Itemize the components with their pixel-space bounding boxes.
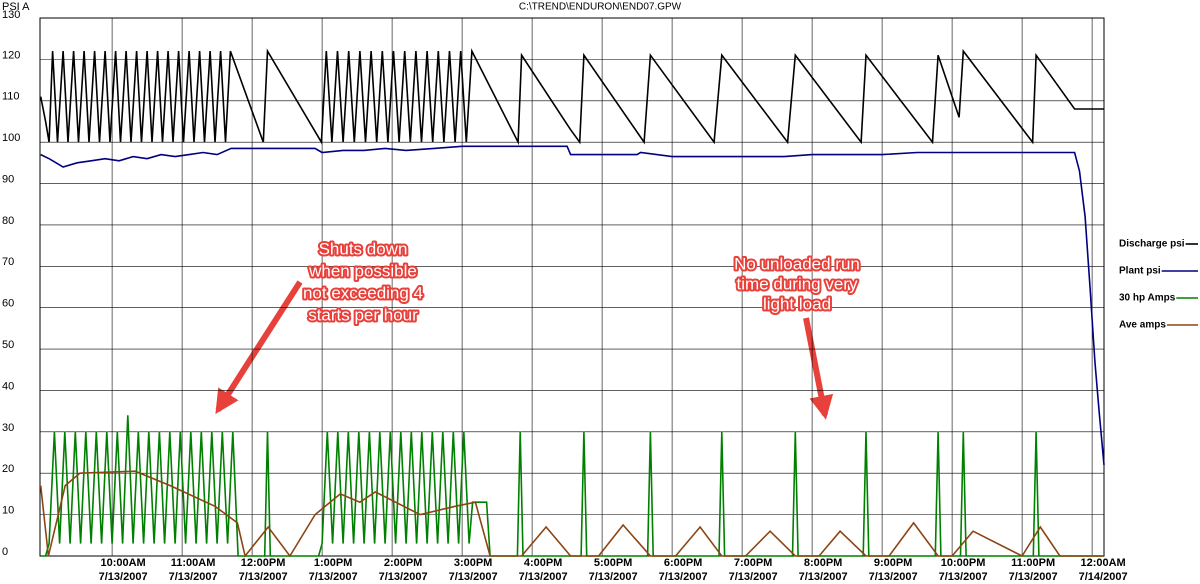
annotation: time during very — [737, 274, 858, 293]
x-tick-date: 7/13/2007 — [519, 571, 568, 583]
y-tick-label: 70 — [2, 256, 14, 268]
x-tick-label: 12:00AM — [1080, 557, 1125, 569]
y-tick-label: 100 — [2, 132, 20, 144]
annotation: light load — [763, 294, 831, 313]
x-tick-date: 7/13/2007 — [659, 571, 708, 583]
legend-label: Ave amps — [1119, 320, 1166, 331]
series-line — [40, 415, 1104, 557]
chart-title: C:\TREND\ENDURON\END07.GPW — [519, 2, 682, 13]
x-tick-label: 6:00PM — [664, 557, 703, 569]
y-tick-label: 110 — [2, 91, 20, 103]
legend-label: Plant psi — [1119, 266, 1161, 277]
y-tick-label: 10 — [2, 505, 14, 517]
arrow — [803, 317, 834, 420]
annotation: No unloaded run — [734, 254, 860, 273]
x-tick-date: 7/13/2007 — [1009, 571, 1058, 583]
y-tick-label: 60 — [2, 298, 14, 310]
x-tick-label: 2:00PM — [384, 557, 423, 569]
x-tick-label: 11:00AM — [171, 557, 216, 569]
x-tick-label: 5:00PM — [594, 557, 633, 569]
annotation: when possible — [308, 261, 417, 280]
annotation: not exceeding 4 — [303, 283, 423, 302]
y-tick-label: 50 — [2, 339, 14, 351]
x-tick-date: 7/13/2007 — [939, 571, 988, 583]
x-tick-label: 1:00PM — [314, 557, 353, 569]
annotation: Shuts down — [319, 239, 408, 258]
y-tick-label: 130 — [2, 9, 20, 21]
annotation: starts per hour — [308, 305, 418, 324]
x-tick-label: 10:00AM — [100, 557, 145, 569]
series-line — [39, 470, 1104, 558]
x-tick-date: 7/13/2007 — [309, 571, 358, 583]
x-tick-date: 7/14/2007 — [1079, 571, 1128, 583]
arrow — [215, 280, 303, 415]
x-tick-date: 7/13/2007 — [99, 571, 148, 583]
x-tick-date: 7/13/2007 — [799, 571, 848, 583]
y-tick-label: 30 — [2, 422, 14, 434]
x-tick-label: 4:00PM — [524, 557, 563, 569]
x-tick-label: 8:00PM — [804, 557, 843, 569]
x-tick-date: 7/13/2007 — [449, 571, 498, 583]
y-axis-label: PSI A — [2, 1, 30, 13]
x-tick-date: 7/13/2007 — [589, 571, 638, 583]
series-line — [40, 145, 1105, 466]
x-tick-label: 10:00PM — [941, 557, 986, 569]
y-tick-label: 120 — [2, 49, 20, 61]
y-tick-label: 40 — [2, 380, 14, 392]
x-tick-date: 7/13/2007 — [729, 571, 778, 583]
x-tick-label: 3:00PM — [454, 557, 493, 569]
x-tick-date: 7/13/2007 — [239, 571, 288, 583]
x-tick-date: 7/13/2007 — [379, 571, 428, 583]
x-tick-label: 12:00PM — [241, 557, 286, 569]
series-line — [39, 48, 1104, 146]
y-tick-label: 90 — [2, 173, 14, 185]
y-tick-label: 0 — [2, 546, 8, 558]
y-tick-label: 80 — [2, 215, 14, 227]
x-tick-label: 9:00PM — [874, 557, 913, 569]
x-tick-date: 7/13/2007 — [869, 571, 918, 583]
x-tick-label: 7:00PM — [734, 557, 773, 569]
legend-label: 30 hp Amps — [1119, 293, 1176, 304]
x-tick-label: 11:00PM — [1011, 557, 1055, 569]
y-tick-label: 20 — [2, 463, 14, 475]
x-tick-date: 7/13/2007 — [169, 571, 218, 583]
legend-label: Discharge psi — [1119, 239, 1185, 250]
